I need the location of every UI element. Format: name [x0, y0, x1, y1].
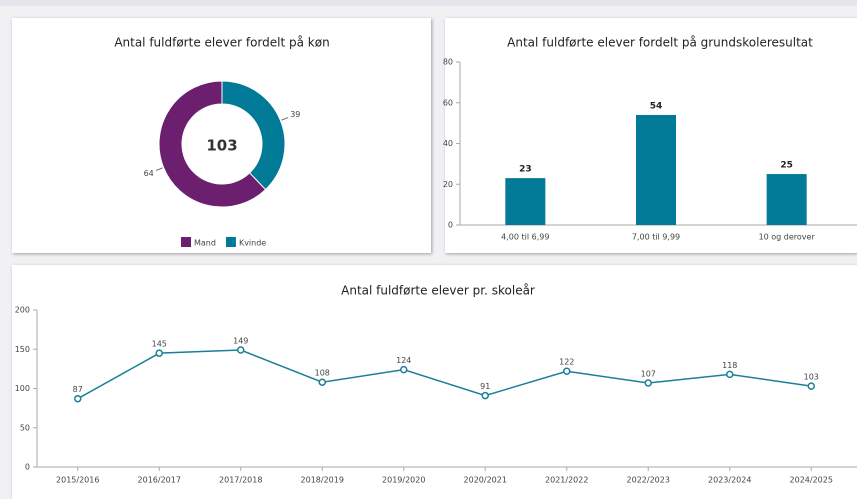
x-tick-label: 2018/2019 — [301, 476, 344, 485]
x-tick-label: 4,00 til 6,99 — [501, 233, 549, 242]
y-tick-label: 200 — [15, 306, 30, 315]
x-tick-label: 2024/2025 — [790, 476, 833, 485]
y-tick-label: 60 — [443, 98, 453, 107]
data-label: 145 — [152, 340, 167, 349]
point — [155, 349, 163, 357]
y-tick-label: 50 — [20, 423, 30, 432]
data-label: 124 — [396, 356, 411, 365]
point — [807, 382, 815, 390]
data-label: 91 — [480, 382, 490, 391]
data-label: 23 — [519, 165, 532, 175]
y-tick-label: 100 — [15, 384, 30, 393]
data-label: 64 — [144, 169, 154, 178]
chart-title: Antal fuldførte elever pr. skoleår — [341, 284, 535, 298]
line — [77, 349, 812, 400]
point — [318, 378, 326, 386]
data-label: 54 — [650, 101, 663, 111]
data-label: 87 — [73, 385, 83, 394]
point — [481, 391, 489, 400]
x-tick-label: 2017/2018 — [219, 476, 262, 485]
legend-swatch — [225, 237, 236, 247]
bar — [505, 178, 546, 225]
x-tick-label: 10 og derover — [759, 233, 816, 242]
bar — [636, 114, 676, 225]
x-tick-label: 2016/2017 — [138, 476, 181, 485]
data-label: 108 — [315, 369, 330, 378]
data-label: 103 — [804, 373, 819, 382]
x-tick-label: 2020/2021 — [464, 476, 507, 485]
data-label: 118 — [722, 361, 737, 370]
y-tick-label: 20 — [443, 180, 453, 189]
data-label: 107 — [641, 370, 656, 379]
leader-line — [281, 117, 289, 121]
legend-label: Kvinde — [239, 239, 266, 248]
chart-title: Antal fuldførte elever fordelt på grunds… — [507, 36, 813, 50]
data-label: 122 — [559, 358, 574, 367]
x-tick-label: 2015/2016 — [56, 476, 99, 485]
y-tick-label: 0 — [25, 463, 30, 472]
chart-title: Antal fuldførte elever fordelt på køn — [114, 36, 329, 50]
point — [237, 346, 245, 354]
leader-line — [155, 167, 163, 171]
legend-label: Mand — [194, 239, 216, 248]
panel — [12, 265, 857, 499]
point — [563, 367, 571, 375]
x-tick-label: 2022/2023 — [627, 476, 670, 485]
y-tick-label: 80 — [443, 58, 453, 67]
data-label: 149 — [233, 337, 248, 346]
x-tick-label: 2019/2020 — [382, 476, 425, 485]
data-label: 39 — [290, 110, 300, 119]
data-label: 25 — [780, 161, 793, 171]
center-total: 103 — [206, 137, 237, 155]
x-tick-label: 7,00 til 9,99 — [632, 233, 680, 242]
point — [644, 379, 652, 387]
point — [74, 394, 82, 403]
panel — [12, 18, 431, 253]
y-tick-label: 150 — [15, 345, 30, 354]
x-tick-label: 2023/2024 — [708, 476, 751, 485]
y-tick-label: 40 — [443, 139, 453, 148]
donut-slice — [158, 80, 267, 208]
y-tick-label: 0 — [448, 221, 453, 230]
legend-swatch — [181, 237, 191, 247]
point — [726, 370, 734, 379]
point — [400, 365, 408, 374]
bar — [766, 174, 807, 225]
x-tick-label: 2021/2022 — [545, 476, 588, 485]
top-strip — [0, 0, 857, 6]
